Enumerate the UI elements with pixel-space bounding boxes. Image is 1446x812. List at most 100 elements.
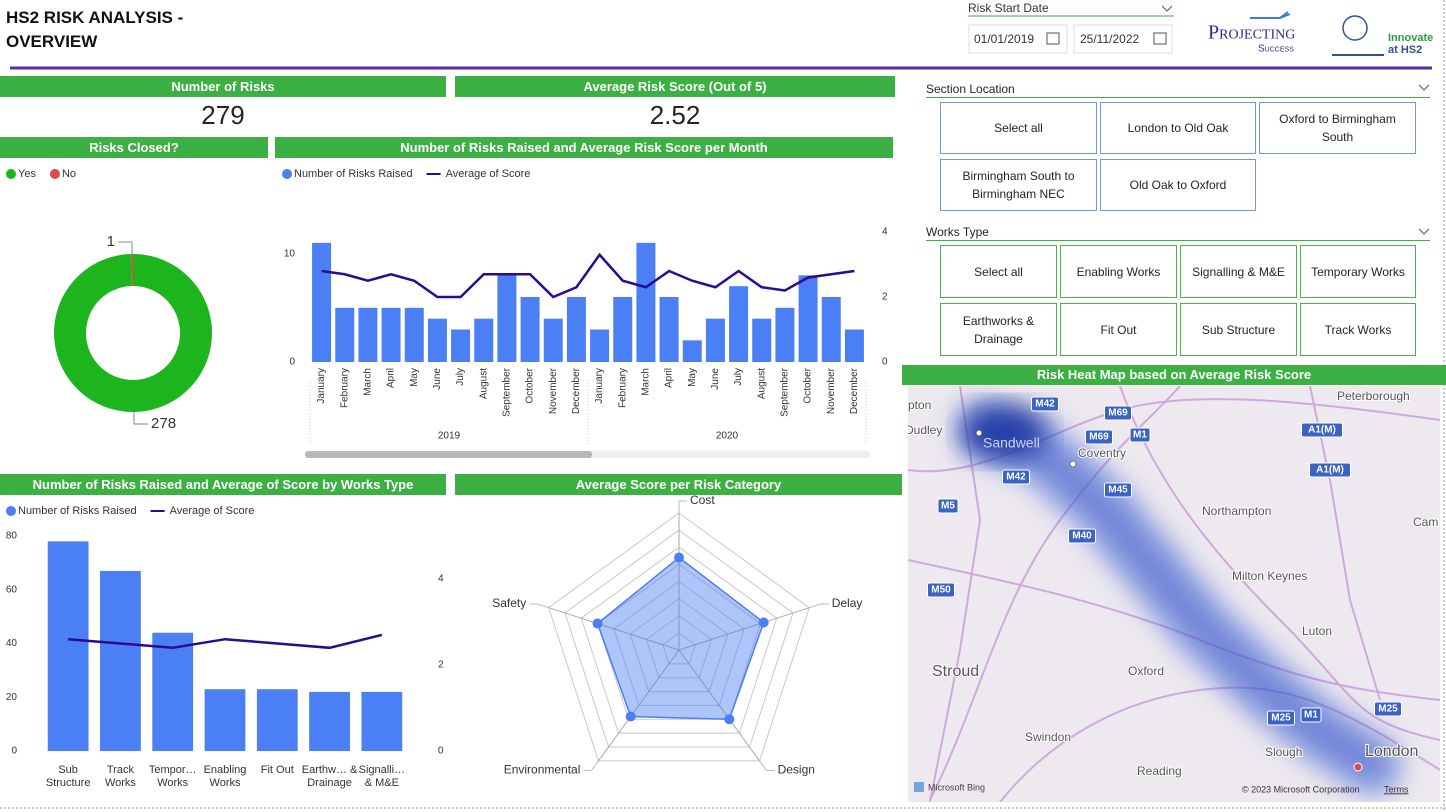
bar	[543, 318, 563, 362]
y2-tick-label: 4	[438, 574, 444, 585]
slicer-option[interactable]: Old Oak to Oxford	[1100, 159, 1256, 211]
bar	[821, 297, 841, 362]
scrollbar[interactable]	[305, 451, 592, 458]
bar	[590, 329, 610, 362]
slicer-option[interactable]: London to Old Oak	[1100, 102, 1256, 154]
kpi-value: 2.52	[649, 100, 701, 130]
place-label: Reading	[1137, 764, 1182, 778]
y-tick-label: 40	[6, 638, 18, 649]
legend-swatch	[6, 506, 16, 516]
road-shield	[1068, 528, 1096, 544]
bar	[752, 318, 772, 362]
radar-point	[625, 711, 636, 722]
bar	[335, 307, 355, 362]
leader-line	[809, 603, 829, 609]
road-label: A1(M)	[1316, 465, 1344, 476]
line-series	[321, 252, 855, 299]
slicer-option[interactable]: Enabling Works	[1060, 245, 1177, 298]
radar-point	[674, 552, 684, 563]
legend-swatch	[6, 169, 16, 179]
x-tick-label: Earthw… & Drainage	[301, 764, 358, 789]
leader-line	[678, 500, 687, 513]
bar	[404, 307, 424, 362]
calendar-icon[interactable]	[1153, 32, 1167, 45]
data-label: 1	[107, 233, 115, 250]
slicer-option[interactable]: Sub Structure	[1180, 303, 1297, 356]
x-tick-label: July	[733, 368, 744, 386]
logo-text: Innovate	[1388, 32, 1433, 44]
road-shield	[1374, 701, 1402, 717]
x-tick-label: March	[363, 368, 374, 396]
slicer-option[interactable]: Earthworks & Drainage	[940, 303, 1057, 356]
road-label: M69	[1108, 408, 1128, 419]
axis-category-label: Safety	[492, 596, 526, 610]
legend-label: No	[62, 168, 76, 180]
place-label: Peterborough	[1337, 389, 1410, 403]
legend-label: Yes	[18, 168, 36, 180]
bar	[775, 307, 795, 362]
chevron[interactable]	[1161, 5, 1173, 12]
y-tick-label: 80	[6, 531, 18, 542]
road-shield	[1104, 482, 1132, 498]
y2-tick-label: 0	[438, 746, 444, 757]
chevron[interactable]	[1418, 228, 1430, 235]
x-tick-label: December	[571, 367, 582, 414]
radar-ring	[596, 563, 762, 720]
x-tick-label: Signalli… & M&E	[358, 764, 406, 789]
bar	[636, 242, 656, 362]
slicer-option[interactable]: Track Works	[1300, 303, 1416, 356]
date-box[interactable]	[968, 24, 1068, 54]
x-tick-label: Track Works	[104, 764, 136, 789]
road-shield	[927, 582, 955, 598]
date-box[interactable]	[1073, 24, 1173, 54]
bar	[152, 632, 194, 751]
road-label: M42	[1035, 399, 1055, 410]
road-label: M1	[1133, 430, 1147, 441]
radar-point	[592, 618, 603, 629]
bar	[358, 307, 378, 362]
map: pton Dudley Sandwell Coventry Peterborough No…	[908, 386, 1440, 802]
calendar-icon[interactable]	[1046, 32, 1060, 45]
radar-ring	[645, 615, 713, 679]
logo-arrow	[1250, 11, 1291, 19]
road-shield	[1309, 462, 1351, 478]
map-terms[interactable]: Terms	[1384, 784, 1409, 794]
slicer-option[interactable]: Temporary Works	[1300, 245, 1416, 298]
bar	[427, 318, 447, 362]
place-label: Milton Keynes	[1232, 569, 1307, 583]
place-label: Coventry	[1078, 446, 1126, 460]
slicer-option[interactable]: Select all	[940, 102, 1097, 154]
x-tick-label: November	[826, 367, 837, 414]
radar-spoke	[678, 649, 760, 762]
bar	[100, 570, 141, 751]
slicer-option[interactable]: Select all	[940, 245, 1057, 298]
legend-label: Number of Risks Raised	[294, 168, 413, 180]
y-tick-label: 60	[6, 584, 18, 595]
y-tick-label: 0	[11, 746, 17, 757]
legend-label: Number of Risks Raised	[18, 505, 137, 517]
slicer-option[interactable]: Birmingham South to Birmingham NEC	[940, 159, 1097, 211]
road-label: M50	[931, 585, 951, 596]
y2-tick-label: 0	[882, 357, 888, 368]
place-dot	[975, 429, 983, 437]
x-tick-label: September	[502, 367, 513, 417]
place-label: Stroud	[932, 663, 979, 680]
road-label: M1	[1304, 710, 1318, 721]
x-tick-label: October	[803, 367, 814, 403]
x-tick-label: August	[478, 368, 489, 399]
x-group-label: 2020	[716, 431, 739, 442]
road-shield	[1267, 710, 1295, 726]
slicer-option[interactable]: Oxford to Birmingham South	[1259, 102, 1416, 154]
slicer-option[interactable]: Fit Out	[1060, 303, 1177, 356]
place-dot	[1069, 460, 1077, 468]
x-tick-label: Fit Out	[260, 764, 294, 776]
slicer-title: Section Location	[926, 82, 1430, 98]
bar	[204, 689, 246, 751]
chevron[interactable]	[1418, 84, 1430, 91]
map-provider: Microsoft Bing	[928, 782, 985, 792]
road-label: M5	[941, 501, 955, 512]
slicer-option[interactable]: Signalling & M&E	[1180, 245, 1297, 298]
place-dot	[1353, 762, 1363, 772]
map-road	[1119, 386, 1440, 741]
